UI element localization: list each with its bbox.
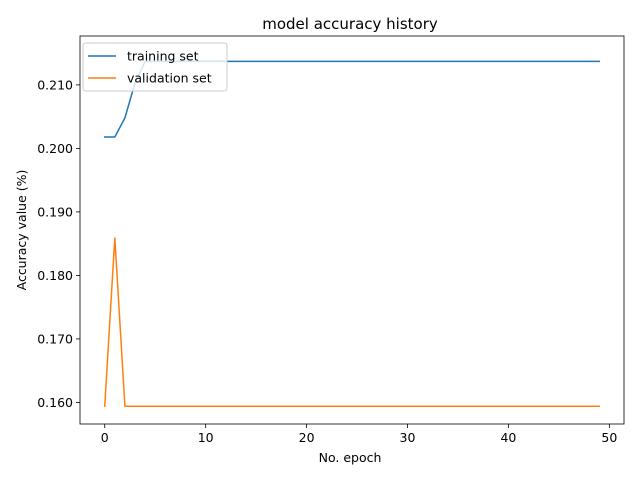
y-tick-label: 0.190: [37, 204, 73, 219]
y-axis-label: Accuracy value (%): [14, 170, 29, 291]
legend-label-0: training set: [127, 49, 199, 64]
y-tick-label: 0.200: [37, 141, 73, 156]
legend: training set validation set: [82, 42, 228, 92]
legend-label-1: validation set: [127, 71, 212, 86]
legend-box: [82, 42, 228, 92]
y-tick-label: 0.180: [37, 268, 73, 283]
x-axis-label: No. epoch: [319, 450, 382, 465]
x-tick-label: 40: [500, 430, 516, 445]
x-tick-label: 0: [101, 430, 109, 445]
series-line-1: [103, 237, 601, 408]
chart-title: model accuracy history: [262, 15, 438, 33]
x-tick-label: 30: [400, 430, 416, 445]
x-tick-label: 10: [198, 430, 214, 445]
y-tick-label: 0.210: [37, 77, 73, 92]
y-tick-label: 0.170: [37, 331, 73, 346]
plot-area: 0 10 20 30 40 50 0.160 0.170 0.180 0.190 0.200 0.21…: [37, 35, 625, 445]
y-tick-label: 0.160: [37, 395, 73, 410]
axes-frame: [79, 35, 625, 425]
x-tick-label: 20: [299, 430, 315, 445]
x-tick-label: 50: [601, 430, 617, 445]
